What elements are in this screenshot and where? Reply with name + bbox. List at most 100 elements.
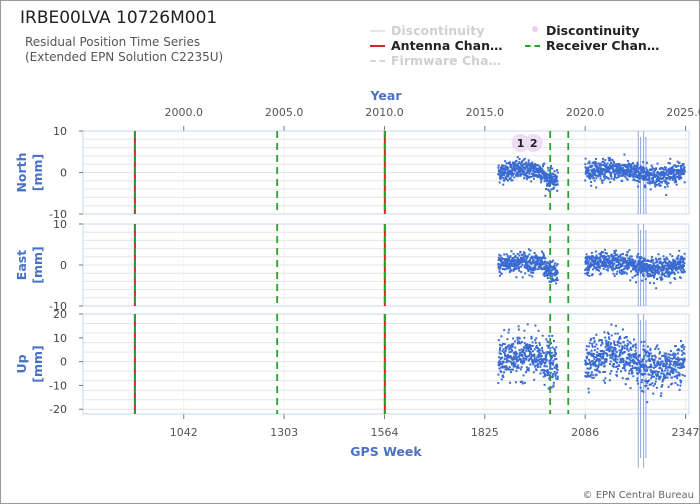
data-point bbox=[537, 365, 540, 368]
data-point bbox=[605, 176, 608, 179]
data-point bbox=[638, 177, 641, 180]
data-point bbox=[549, 363, 552, 366]
data-point bbox=[638, 261, 641, 264]
data-point bbox=[520, 361, 523, 364]
data-point bbox=[604, 265, 607, 268]
data-point bbox=[519, 265, 522, 268]
data-point bbox=[591, 164, 594, 167]
data-point bbox=[631, 365, 634, 368]
data-point bbox=[648, 182, 651, 185]
data-point bbox=[532, 170, 535, 173]
data-point bbox=[599, 255, 602, 258]
data-point bbox=[528, 172, 531, 175]
data-point bbox=[669, 350, 672, 353]
data-point bbox=[546, 184, 549, 187]
data-point bbox=[613, 355, 616, 358]
data-point bbox=[506, 355, 509, 358]
data-point bbox=[653, 364, 656, 367]
legend-antenna-change[interactable]: Antenna Chan… bbox=[370, 38, 503, 53]
data-point bbox=[640, 271, 643, 274]
data-point bbox=[520, 340, 523, 343]
data-point bbox=[612, 257, 615, 260]
data-point bbox=[599, 173, 602, 176]
data-point bbox=[632, 345, 635, 348]
data-point bbox=[545, 360, 548, 363]
data-point bbox=[525, 371, 528, 374]
data-point bbox=[509, 347, 512, 350]
data-point bbox=[651, 274, 654, 277]
data-point bbox=[507, 328, 510, 331]
data-point bbox=[642, 355, 645, 358]
data-point bbox=[588, 160, 591, 163]
data-point bbox=[679, 171, 682, 174]
data-point bbox=[671, 271, 674, 274]
data-point bbox=[586, 268, 589, 271]
data-point bbox=[663, 354, 666, 357]
data-point bbox=[670, 264, 673, 267]
data-point bbox=[532, 259, 535, 262]
data-point bbox=[600, 353, 603, 356]
data-point bbox=[598, 269, 601, 272]
data-point bbox=[554, 173, 557, 176]
data-point bbox=[632, 359, 635, 362]
data-point bbox=[592, 173, 595, 176]
data-point bbox=[524, 354, 527, 357]
data-point bbox=[660, 368, 663, 371]
data-point bbox=[547, 272, 550, 275]
legend-firmware-change[interactable]: Firmware Cha… bbox=[370, 53, 501, 68]
data-point bbox=[586, 357, 589, 360]
data-point bbox=[626, 361, 629, 364]
data-point bbox=[544, 373, 547, 376]
data-point bbox=[591, 170, 594, 173]
data-point bbox=[506, 172, 509, 175]
data-point bbox=[681, 353, 684, 356]
data-point bbox=[662, 268, 665, 271]
legend-discontinuity-dot[interactable]: Discontinuity bbox=[532, 23, 639, 38]
legend-discontinuity-line[interactable]: Discontinuity bbox=[370, 23, 484, 38]
data-point bbox=[599, 258, 602, 261]
data-point bbox=[515, 263, 518, 266]
data-point bbox=[505, 346, 508, 349]
data-point bbox=[619, 172, 622, 175]
data-point bbox=[682, 259, 685, 262]
data-point bbox=[534, 260, 537, 263]
data-point bbox=[648, 383, 651, 386]
data-point bbox=[503, 178, 506, 181]
data-point bbox=[679, 261, 682, 264]
data-point bbox=[607, 168, 610, 171]
data-point bbox=[585, 253, 588, 256]
data-point bbox=[626, 348, 629, 351]
data-point bbox=[553, 279, 556, 282]
data-point bbox=[520, 254, 523, 257]
legend-receiver-change[interactable]: Receiver Chan… bbox=[525, 38, 659, 53]
data-point bbox=[612, 264, 615, 267]
data-point bbox=[521, 382, 524, 385]
data-point bbox=[683, 169, 686, 172]
data-point bbox=[649, 363, 652, 366]
data-point bbox=[530, 261, 533, 264]
data-point bbox=[532, 174, 535, 177]
data-point bbox=[543, 180, 546, 183]
data-point bbox=[677, 173, 680, 176]
data-point bbox=[681, 266, 684, 269]
data-point bbox=[661, 360, 664, 363]
data-point bbox=[613, 352, 616, 355]
data-point bbox=[508, 172, 511, 175]
data-point bbox=[672, 171, 675, 174]
data-point bbox=[539, 355, 542, 358]
data-point bbox=[545, 353, 548, 356]
data-point bbox=[597, 262, 600, 265]
data-point bbox=[645, 380, 648, 383]
data-point bbox=[635, 268, 638, 271]
data-point bbox=[648, 275, 651, 278]
data-point bbox=[600, 164, 603, 167]
data-point bbox=[544, 194, 547, 197]
data-point bbox=[509, 368, 512, 371]
data-point bbox=[626, 251, 629, 254]
data-point bbox=[673, 273, 676, 276]
data-point bbox=[528, 354, 531, 357]
data-point bbox=[545, 358, 548, 361]
data-point bbox=[587, 265, 590, 268]
data-point bbox=[516, 338, 519, 341]
discontinuity-marker-label: 2 bbox=[530, 137, 538, 150]
